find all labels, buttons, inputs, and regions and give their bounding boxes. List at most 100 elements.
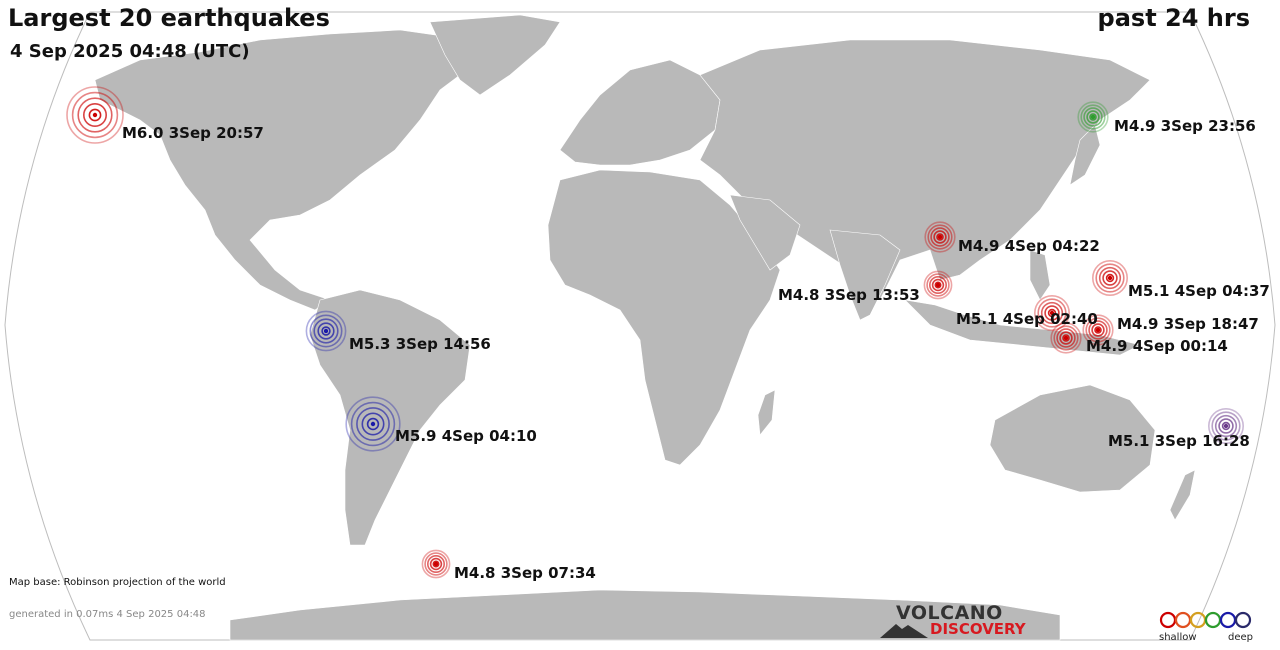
- earthquake-ring: [1091, 323, 1105, 337]
- earthquake-ring: [432, 560, 440, 568]
- earthquake-marker[interactable]: [66, 86, 124, 144]
- quake-label[interactable]: M5.9 4Sep 04:10: [395, 427, 537, 445]
- earthquake-ring: [66, 86, 124, 144]
- north-america-landmass: [94, 29, 481, 311]
- australia-landmass: [989, 384, 1156, 493]
- map-timestamp: 4 Sep 2025 04:48 (UTC): [10, 41, 250, 62]
- logo-text-discovery: DISCOVERY: [930, 620, 1026, 638]
- earthquake-ring: [1092, 259, 1129, 296]
- earthquake-ring: [934, 281, 942, 289]
- quake-label[interactable]: M5.1 4Sep 02:40: [956, 310, 1098, 328]
- earthquake-ring: [1053, 325, 1079, 351]
- earthquake-ring: [345, 396, 401, 452]
- earthquake-ring: [1218, 418, 1234, 434]
- earthquake-marker[interactable]: [421, 549, 451, 579]
- earthquake-epicenter: [1063, 335, 1069, 341]
- earthquake-ring: [1062, 334, 1070, 342]
- earthquake-marker[interactable]: [1034, 294, 1071, 331]
- map-title: Largest 20 earthquakes: [8, 4, 330, 32]
- quake-label[interactable]: M5.1 4Sep 04:37: [1128, 282, 1270, 300]
- depth-color-scale: [1159, 611, 1252, 629]
- earthquake-epicenter: [370, 421, 376, 427]
- quake-label[interactable]: M4.9 3Sep 23:56: [1114, 117, 1256, 135]
- earthquake-ring: [1059, 331, 1073, 345]
- earthquake-marker[interactable]: [924, 221, 956, 253]
- earthquake-ring: [936, 233, 944, 241]
- south-america-landmass: [309, 289, 471, 546]
- earthquake-epicenter: [937, 234, 943, 240]
- earthquake-ring: [77, 97, 113, 133]
- arabia-landmass: [729, 194, 801, 271]
- earthquake-epicenter: [1223, 423, 1229, 429]
- legend-shallow-label: shallow: [1159, 632, 1197, 643]
- quake-label[interactable]: M5.1 3Sep 16:28: [1108, 432, 1250, 450]
- earthquake-ring: [83, 103, 108, 128]
- earthquake-ring: [928, 275, 947, 294]
- earthquake-epicenter: [1090, 114, 1096, 120]
- antarctica-landmass: [229, 589, 1061, 641]
- earthquake-ring: [924, 221, 956, 253]
- earthquake-marker[interactable]: [1077, 101, 1109, 133]
- time-period-label: past 24 hrs: [1097, 4, 1250, 32]
- earthquake-ring: [424, 552, 448, 576]
- earthquake-ring: [1044, 305, 1060, 321]
- earthquake-ring: [1208, 407, 1245, 444]
- earthquake-ring: [305, 310, 347, 352]
- land-masses: [94, 14, 1196, 641]
- mountain-icon: [880, 624, 928, 638]
- earthquake-marker[interactable]: [923, 270, 953, 300]
- earthquake-ring: [426, 554, 445, 573]
- quake-label[interactable]: M6.0 3Sep 20:57: [122, 124, 264, 142]
- earthquake-marker[interactable]: [1092, 259, 1129, 296]
- earthquake-ring: [429, 557, 443, 571]
- earthquake-ring: [933, 230, 947, 244]
- india-landmass: [829, 229, 901, 321]
- earthquake-ring: [1105, 273, 1115, 283]
- earthquake-marker[interactable]: [345, 396, 401, 452]
- quake-label[interactable]: M4.8 3Sep 07:34: [454, 564, 596, 582]
- quake-label[interactable]: M5.3 3Sep 14:56: [349, 335, 491, 353]
- earthquake-epicenter: [323, 328, 329, 334]
- earthquake-ring: [1082, 314, 1114, 346]
- earthquake-ring: [1214, 414, 1238, 438]
- earthquake-ring: [313, 318, 339, 344]
- volcano-discovery-logo[interactable]: VOLCANO DISCOVERY: [880, 602, 1040, 642]
- madagascar-landmass: [757, 389, 776, 436]
- logo-text-volcano: VOLCANO: [896, 602, 1003, 624]
- earthquake-marker[interactable]: [305, 310, 347, 352]
- earthquake-ring: [1034, 294, 1071, 331]
- earthquake-ring: [1037, 298, 1067, 328]
- earthquake-ring: [88, 108, 102, 122]
- earthquake-ring: [930, 227, 950, 247]
- earthquake-ring: [366, 417, 380, 431]
- earthquake-ring: [1102, 270, 1118, 286]
- earthquake-epicenter: [92, 112, 98, 118]
- earthquake-ring: [1083, 107, 1103, 127]
- earthquake-markers: [66, 86, 1245, 579]
- earthquake-ring: [926, 273, 950, 297]
- earthquake-ring: [1089, 113, 1097, 121]
- earthquake-ring: [71, 91, 119, 139]
- earthquake-epicenter: [935, 282, 941, 288]
- quake-label[interactable]: M4.8 3Sep 13:53: [778, 286, 920, 304]
- earthquake-epicenter: [1095, 327, 1101, 333]
- earthquake-ring: [1056, 328, 1076, 348]
- depth-legend: shallow deep: [1158, 608, 1268, 648]
- earthquake-ring: [1094, 326, 1102, 334]
- earthquake-ring: [927, 224, 953, 250]
- earthquake-ring: [1085, 317, 1111, 343]
- earthquake-ring: [421, 549, 451, 579]
- earthquake-ring: [1077, 101, 1109, 133]
- earthquake-marker[interactable]: [1050, 322, 1082, 354]
- earthquake-marker[interactable]: [1208, 407, 1245, 444]
- earthquake-ring: [1040, 301, 1064, 325]
- southeast-asia-landmass: [904, 299, 1141, 356]
- quake-label[interactable]: M4.9 3Sep 18:47: [1117, 315, 1259, 333]
- earthquake-ring: [1211, 411, 1241, 441]
- quake-label[interactable]: M4.9 4Sep 00:14: [1086, 337, 1228, 355]
- earthquake-marker[interactable]: [1082, 314, 1114, 346]
- earthquake-ring: [309, 314, 343, 348]
- quake-label[interactable]: M4.9 4Sep 04:22: [958, 237, 1100, 255]
